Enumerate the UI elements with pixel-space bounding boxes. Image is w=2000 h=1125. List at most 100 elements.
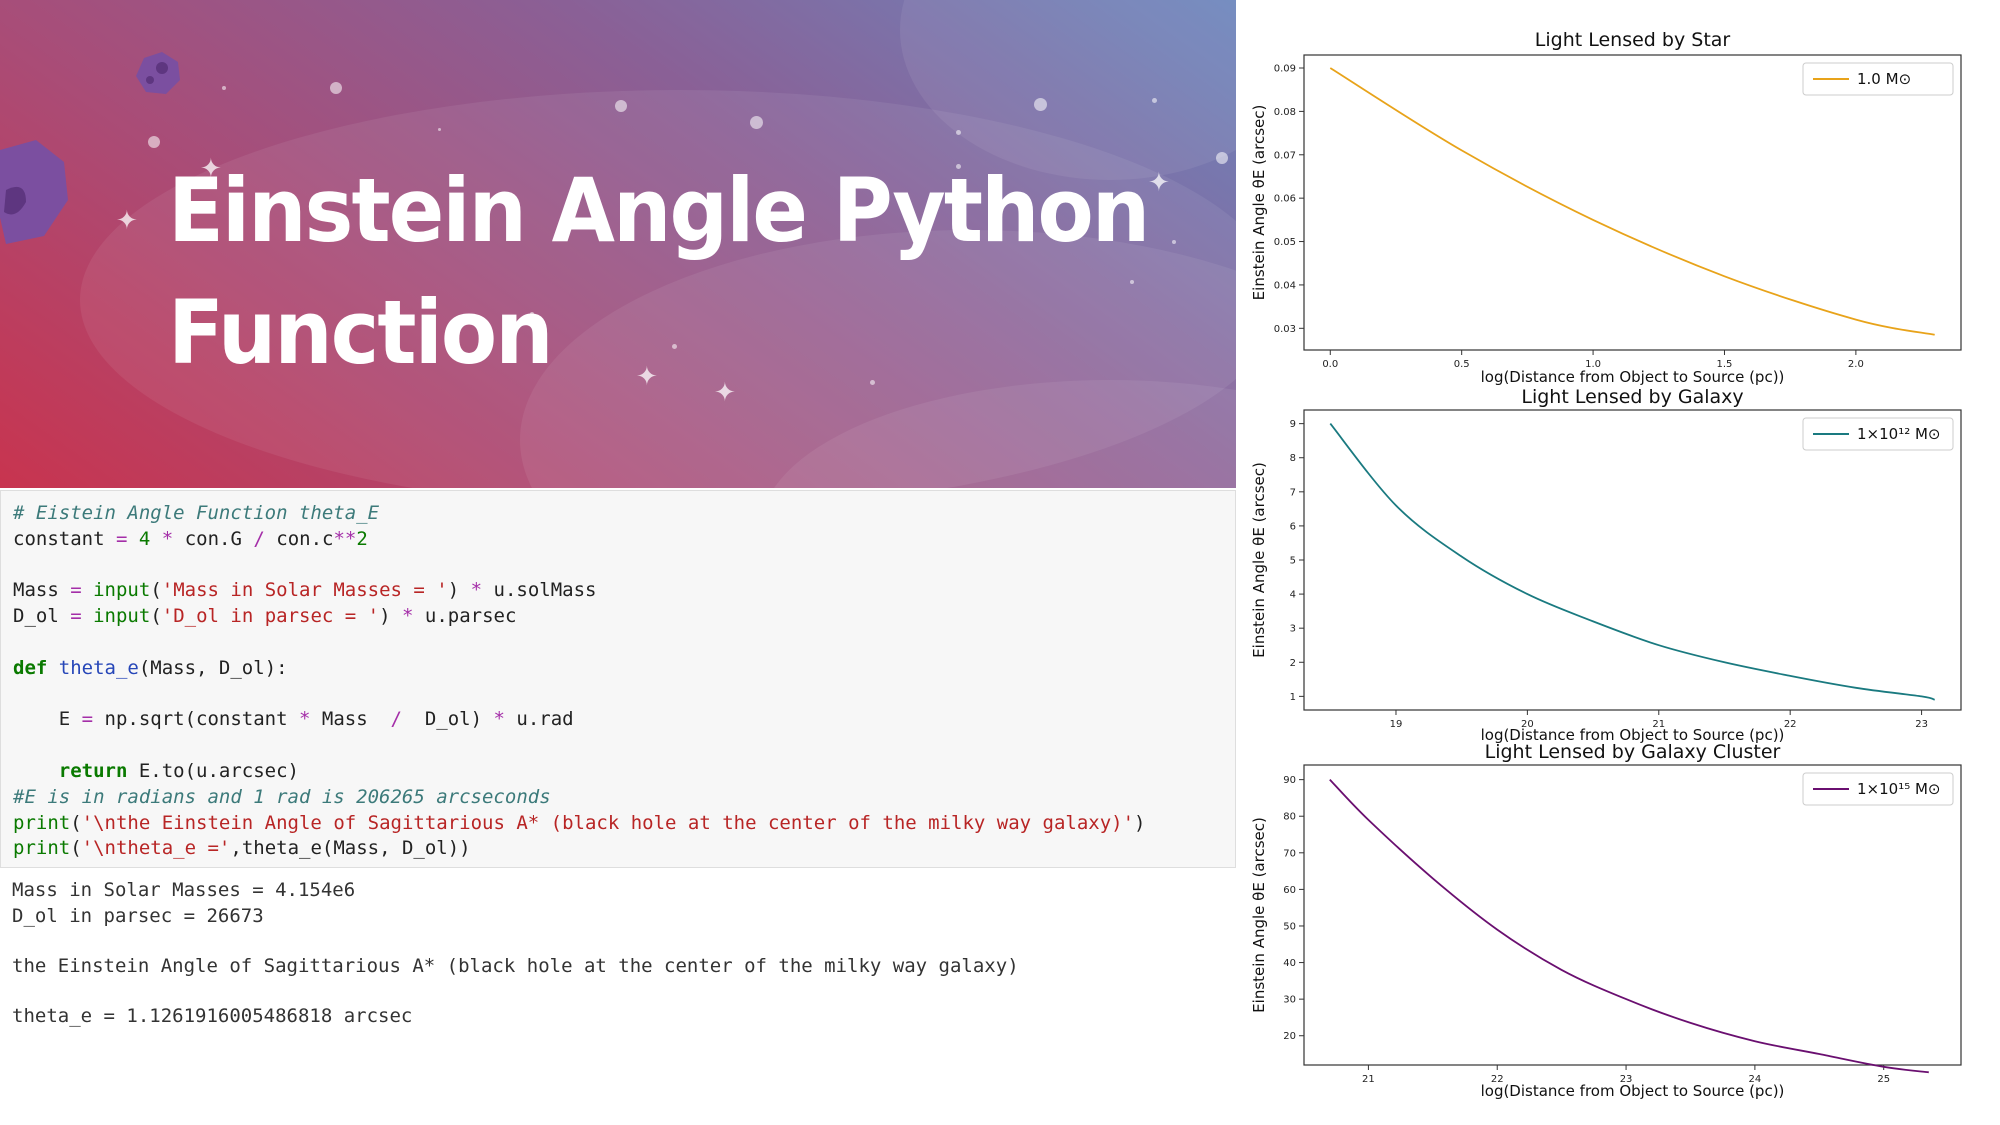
x-tick-label: 22 bbox=[1491, 1074, 1504, 1085]
x-tick-label: 19 bbox=[1390, 719, 1403, 730]
star-dot bbox=[530, 312, 534, 316]
output-line: D_ol in parsec = 26673 bbox=[12, 905, 264, 927]
sparkle-icon: ✦ bbox=[1148, 168, 1170, 198]
y-tick-label: 3 bbox=[1290, 624, 1296, 635]
sparkle-icon: ✦ bbox=[116, 206, 138, 236]
star-dot bbox=[1152, 98, 1157, 103]
title-line-2: Function bbox=[168, 281, 554, 384]
star-dot bbox=[615, 100, 627, 112]
asteroid-icon bbox=[136, 52, 180, 94]
chart-title: Light Lensed by Galaxy Cluster bbox=[1485, 741, 1781, 763]
series-line bbox=[1329, 778, 1929, 1074]
code-cell[interactable]: # Eistein Angle Function theta_E constan… bbox=[0, 490, 1236, 868]
sparkle-icon: ✦ bbox=[200, 154, 222, 184]
output-line: theta_e = 1.1261916005486818 arcsec bbox=[12, 1005, 413, 1027]
sparkle-icon: ✦ bbox=[714, 378, 736, 408]
charts-panel: Light Lensed by Star 0.0 0.5 1.0 1.5 2.0 0.03 0… bbox=[1236, 0, 2000, 1125]
title-banner: ✦ ✦ ✦ ✦ ✦ Einstein Angle Python Function bbox=[0, 0, 1236, 488]
x-axis-label: log(Distance from Object to Source (pc)) bbox=[1481, 368, 1785, 386]
y-tick-label: 4 bbox=[1290, 590, 1296, 601]
y-tick-label: 2 bbox=[1290, 658, 1296, 669]
y-tick-label: 0.04 bbox=[1274, 280, 1296, 291]
y-tick-label: 9 bbox=[1290, 419, 1296, 430]
y-tick-label: 60 bbox=[1283, 885, 1296, 896]
sparkle-icon: ✦ bbox=[636, 362, 658, 392]
y-tick-label: 7 bbox=[1290, 487, 1296, 498]
plot-frame bbox=[1303, 764, 1962, 1066]
y-tick-label: 70 bbox=[1283, 848, 1296, 859]
star-dot bbox=[148, 136, 160, 148]
star-dot bbox=[438, 128, 441, 131]
y-tick-label: 30 bbox=[1283, 995, 1296, 1006]
y-tick-label: 80 bbox=[1283, 812, 1296, 823]
plot-frame bbox=[1303, 409, 1962, 711]
y-axis-label: Einstein Angle θE (arcsec) bbox=[1250, 462, 1268, 658]
chart-title: Light Lensed by Star bbox=[1535, 29, 1731, 51]
x-tick-label: 0.5 bbox=[1454, 359, 1470, 370]
x-tick-label: 2.0 bbox=[1848, 359, 1864, 370]
x-tick-label: 25 bbox=[1877, 1074, 1890, 1085]
star-dot bbox=[1034, 98, 1047, 111]
cluster-lensing-chart: Light Lensed by Galaxy Cluster 21 22 23 24 25… bbox=[1250, 741, 1962, 1100]
star-dot bbox=[330, 82, 342, 94]
y-tick-label: 0.08 bbox=[1274, 107, 1296, 118]
cell-output: Mass in Solar Masses = 4.154e6 D_ol in pa… bbox=[0, 872, 1236, 1042]
star-dot bbox=[1130, 280, 1134, 284]
x-tick-label: 21 bbox=[1362, 1074, 1375, 1085]
y-tick-label: 40 bbox=[1283, 958, 1296, 969]
y-axis-label: Einstein Angle θE (arcsec) bbox=[1250, 105, 1268, 301]
asteroid-icon bbox=[0, 140, 68, 244]
x-tick-label: 24 bbox=[1749, 1074, 1762, 1085]
x-tick-label: 21 bbox=[1652, 719, 1665, 730]
x-tick-label: 1.5 bbox=[1717, 359, 1733, 370]
star-dot bbox=[870, 380, 875, 385]
x-axis-label: log(Distance from Object to Source (pc)) bbox=[1481, 726, 1785, 744]
legend-box bbox=[1802, 62, 1954, 96]
y-axis-label: Einstein Angle θE (arcsec) bbox=[1250, 817, 1268, 1013]
star-dot bbox=[956, 130, 961, 135]
legend-box bbox=[1802, 772, 1954, 806]
output-line: the Einstein Angle of Sagittarious A* (b… bbox=[12, 955, 1019, 977]
star-dot bbox=[750, 116, 763, 129]
chart-title: Light Lensed by Galaxy bbox=[1521, 386, 1743, 408]
series-line bbox=[1329, 423, 1935, 701]
y-tick-label: 50 bbox=[1283, 921, 1296, 932]
x-tick-label: 23 bbox=[1915, 719, 1928, 730]
x-tick-label: 23 bbox=[1620, 1074, 1633, 1085]
star-dot bbox=[1172, 240, 1176, 244]
legend-label: 1.0 M⊙ bbox=[1857, 70, 1911, 88]
output-line: Mass in Solar Masses = 4.154e6 bbox=[12, 879, 356, 901]
y-tick-label: 0.06 bbox=[1274, 194, 1296, 205]
series-line bbox=[1329, 67, 1935, 336]
star-dot bbox=[672, 344, 677, 349]
y-tick-label: 0.07 bbox=[1274, 150, 1296, 161]
x-tick-label: 1.0 bbox=[1585, 359, 1601, 370]
y-tick-label: 0.05 bbox=[1274, 237, 1296, 248]
legend-label: 1×10¹⁵ M⊙ bbox=[1857, 780, 1941, 798]
y-tick-label: 8 bbox=[1290, 453, 1296, 464]
x-tick-label: 22 bbox=[1784, 719, 1797, 730]
star-lensing-chart: Light Lensed by Star 0.0 0.5 1.0 1.5 2.0 0.03 0… bbox=[1250, 29, 1962, 386]
page-title: Einstein Angle Python Function bbox=[168, 150, 1150, 394]
star-dot bbox=[1216, 152, 1228, 164]
x-axis-label: log(Distance from Object to Source (pc)) bbox=[1481, 1082, 1785, 1100]
title-line-1: Einstein Angle Python bbox=[168, 159, 1150, 262]
plot-frame bbox=[1303, 54, 1962, 351]
background-wave bbox=[80, 90, 1236, 488]
y-tick-label: 1 bbox=[1290, 692, 1296, 703]
x-tick-label: 20 bbox=[1521, 719, 1534, 730]
code-editor[interactable]: # Eistein Angle Function theta_E constan… bbox=[13, 502, 1146, 860]
star-dot bbox=[956, 164, 961, 169]
legend-box bbox=[1802, 417, 1954, 451]
code-comment: # Eistein Angle Function theta_E bbox=[13, 502, 380, 524]
legend-label: 1×10¹² M⊙ bbox=[1857, 425, 1941, 443]
x-tick-label: 0.0 bbox=[1322, 359, 1338, 370]
y-tick-label: 90 bbox=[1283, 775, 1296, 786]
y-tick-label: 5 bbox=[1290, 556, 1296, 567]
y-tick-label: 0.03 bbox=[1274, 324, 1296, 335]
star-dot bbox=[222, 86, 226, 90]
y-tick-label: 20 bbox=[1283, 1031, 1296, 1042]
y-tick-label: 6 bbox=[1290, 521, 1296, 532]
y-tick-label: 0.09 bbox=[1274, 64, 1296, 75]
